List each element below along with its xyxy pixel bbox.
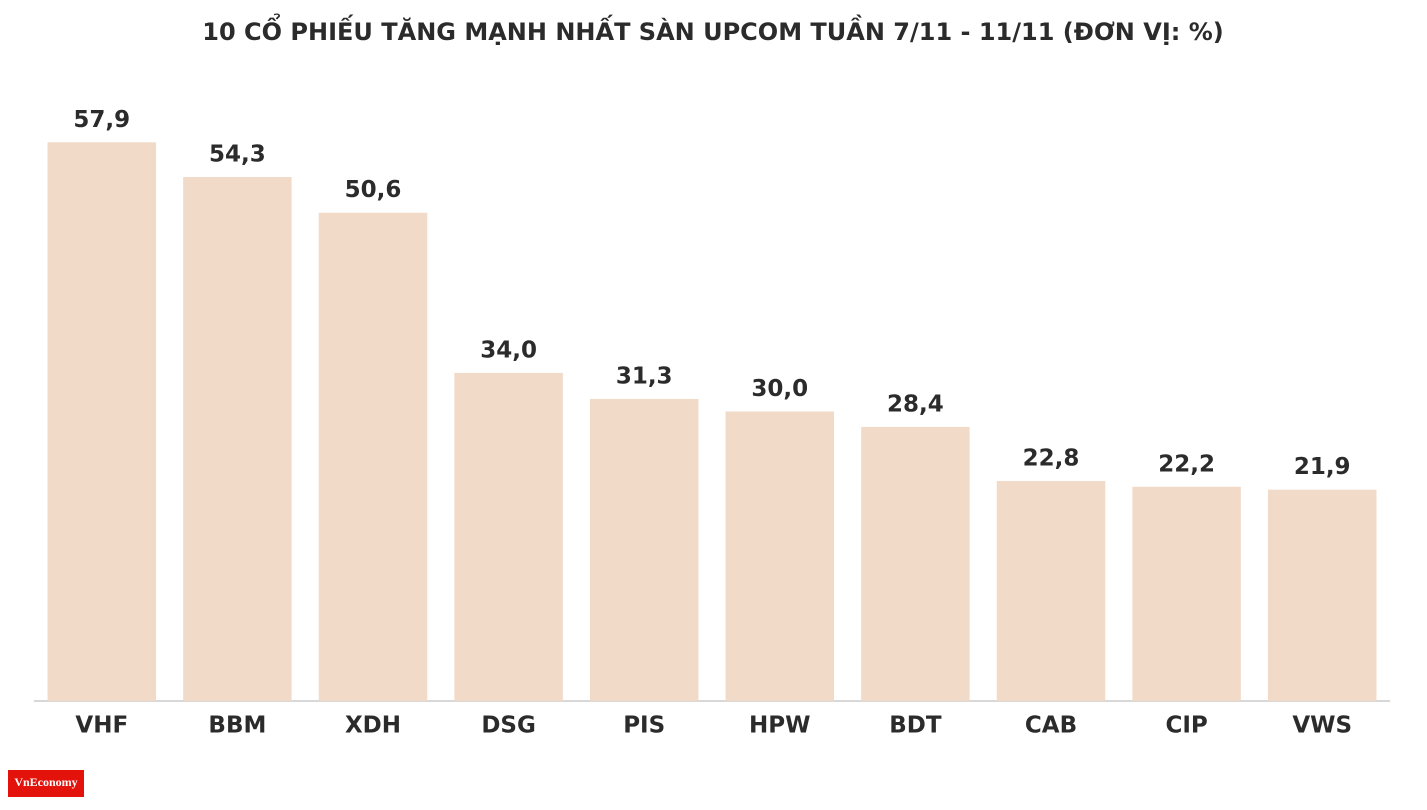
bar: [318, 212, 428, 701]
bar: [589, 398, 699, 701]
x-tick-label: CAB: [1025, 713, 1077, 739]
bar: [725, 411, 835, 701]
x-tick-label: BDT: [889, 713, 942, 739]
x-tick-label: CIP: [1165, 713, 1207, 739]
value-label: 54,3: [209, 142, 266, 168]
value-label: 22,2: [1158, 451, 1215, 477]
x-tick-label: VHF: [75, 713, 128, 739]
x-tick-label: XDH: [345, 713, 401, 739]
value-label: 50,6: [345, 177, 402, 203]
value-label: 30,0: [751, 376, 808, 402]
x-tick-label: BBM: [208, 713, 266, 739]
bar: [47, 142, 157, 701]
bar: [1132, 486, 1241, 701]
bar: [996, 480, 1106, 701]
logo-box: [8, 770, 84, 797]
chart-title: 10 CỔ PHIẾU TĂNG MẠNH NHẤT SÀN UPCOM TUẦ…: [202, 11, 1223, 46]
value-label: 28,4: [887, 391, 944, 417]
value-label: 22,8: [1023, 445, 1080, 471]
value-label: 34,0: [480, 337, 537, 363]
logo: VnEconomy: [14, 775, 77, 789]
x-tick-label: PIS: [623, 713, 665, 739]
x-tick-label: DSG: [481, 713, 536, 739]
value-label: 57,9: [73, 107, 130, 133]
bar: [861, 426, 970, 701]
value-label: 31,3: [616, 363, 673, 389]
x-tick-label: HPW: [749, 713, 810, 739]
bar: [454, 372, 563, 701]
value-label: 21,9: [1294, 454, 1351, 480]
x-tick-label: VWS: [1292, 713, 1352, 739]
bar: [183, 177, 292, 701]
bar: [1267, 489, 1377, 701]
